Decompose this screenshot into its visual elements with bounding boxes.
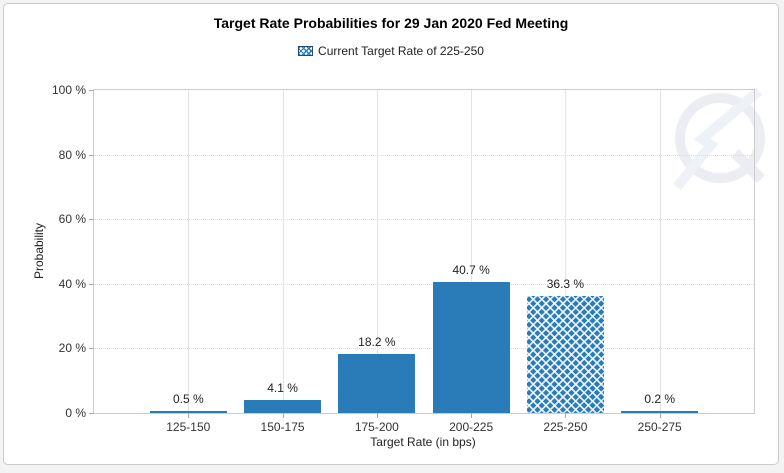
y-tick [89, 219, 94, 221]
y-tick-label: 20 % [58, 341, 86, 356]
x-tick-label: 250-275 [637, 420, 682, 434]
x-tick [188, 413, 190, 418]
chart-title: Target Rate Probabilities for 29 Jan 202… [213, 15, 569, 31]
bar-value-label: 40.7 % [452, 262, 490, 277]
y-gridline [94, 283, 754, 285]
y-tick-label: 60 % [58, 212, 86, 227]
x-gridline [282, 90, 284, 413]
bar [244, 399, 322, 413]
plot-area: 0 % 20 % 40 % 60 % 80 % 100 % 125-150 0.5 % 150-… [52, 83, 755, 434]
x-tick-label: 175-200 [354, 420, 399, 434]
bar-value-label: 18.2 % [358, 335, 396, 350]
bar [432, 281, 510, 413]
x-tick-label: 125-150 [166, 420, 211, 434]
y-gridline [94, 348, 754, 350]
x-tick [282, 413, 284, 418]
bar-value-label: 0.2 % [644, 392, 676, 406]
y-gridline [94, 219, 754, 221]
bar-value-label: 36.3 % [546, 276, 585, 291]
bar-current-target [526, 295, 604, 413]
bar-value-label: 0.5 % [172, 392, 204, 406]
x-gridline [471, 90, 473, 413]
legend: Current Target Rate of 225-250 [4, 44, 778, 58]
bar-value-label: 4.1 % [267, 380, 298, 395]
legend-label: Current Target Rate of 225-250 [318, 44, 484, 58]
x-tick [471, 413, 473, 418]
x-axis-title: Target Rate (in bps) [370, 435, 476, 449]
bar [149, 411, 227, 413]
x-tick [659, 413, 661, 418]
legend-crosshatch-swatch-icon [298, 46, 314, 56]
x-tick [565, 413, 567, 418]
x-gridline [376, 90, 378, 413]
x-gridline [659, 90, 661, 413]
bar [338, 354, 416, 413]
x-tick-label: 200-225 [449, 420, 494, 434]
y-tick-label: 0 % [65, 406, 86, 420]
y-tick [89, 348, 94, 350]
y-tick [89, 413, 94, 414]
y-tick [89, 283, 94, 285]
chart-card: Target Rate Probabilities for 29 Jan 202… [3, 3, 779, 465]
watermark-logo-icon [673, 87, 765, 191]
y-gridline [94, 154, 754, 156]
x-gridline [565, 90, 567, 413]
x-tick-label: 150-175 [260, 420, 305, 434]
x-tick-label: 225-250 [543, 420, 588, 434]
y-tick [89, 90, 94, 91]
y-axis-title: Probability [32, 222, 46, 280]
y-tick-label: 40 % [58, 276, 86, 291]
x-tick [376, 413, 378, 418]
x-gridline [188, 90, 190, 413]
y-tick-label: 80 % [58, 147, 86, 162]
bar [621, 411, 699, 413]
y-tick [89, 154, 94, 156]
y-tick-label: 100 % [51, 83, 86, 97]
